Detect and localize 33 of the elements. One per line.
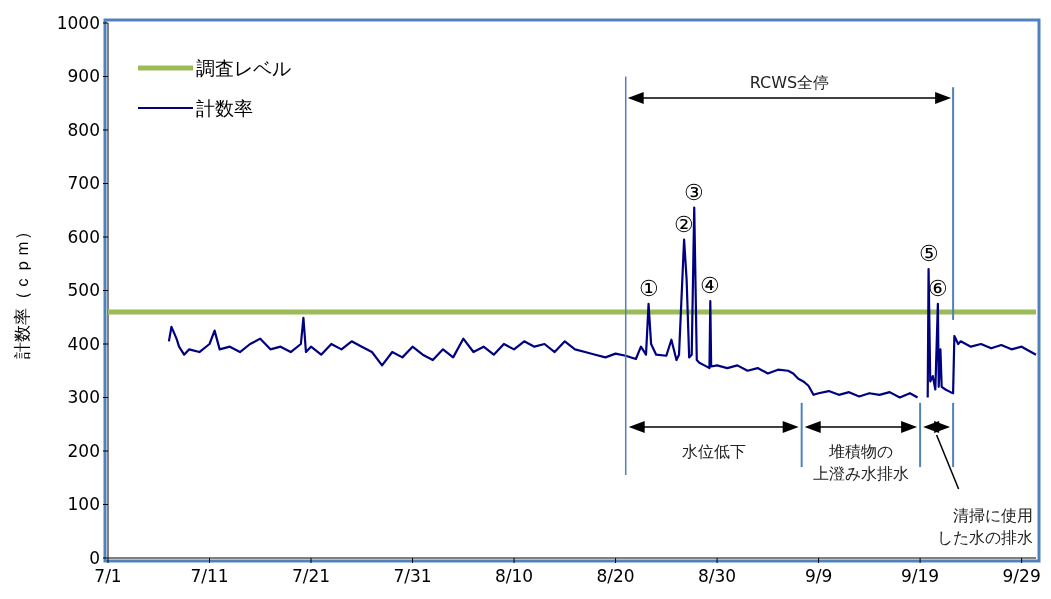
y-tick-label: 900	[67, 66, 100, 87]
annotation: ④	[700, 273, 721, 299]
x-tick-label: 7/21	[291, 566, 331, 586]
x-tick-label: 7/11	[190, 566, 229, 586]
x-tick-label: 8/30	[697, 566, 737, 586]
y-tick-label: 700	[67, 173, 100, 194]
y-tick-label: 100	[67, 494, 100, 515]
annotation: ⑤	[918, 241, 939, 267]
y-tick-label: 200	[67, 440, 100, 461]
y-axis-title: 計数率（ｃｐｍ）	[12, 222, 32, 359]
legend-label: 調査レベル	[196, 56, 291, 79]
y-tick-label: 0	[89, 547, 100, 568]
annotation: 水位低下	[681, 441, 746, 461]
x-tick-label: 8/10	[494, 566, 534, 586]
x-tick-label: 9/9	[804, 566, 833, 586]
annotation: 堆積物の上澄み水排水	[812, 441, 909, 483]
y-tick-label: 1000	[56, 12, 100, 33]
legend-label: 計数率	[196, 96, 253, 119]
y-tick-label: 600	[67, 226, 100, 247]
y-tick-label: 400	[67, 333, 100, 354]
annotation: ②	[674, 211, 695, 237]
y-tick-label: 500	[67, 280, 100, 301]
x-tick-label: 9/19	[901, 566, 940, 586]
x-tick-label: 7/31	[393, 566, 432, 586]
annotation: RCWS全停	[749, 72, 830, 92]
x-tick-label: 7/1	[94, 566, 122, 586]
y-tick-label: 300	[67, 387, 100, 408]
x-tick-label: 8/20	[596, 566, 635, 586]
y-tick-label: 800	[67, 119, 100, 140]
annotation: 清掃に使用した水の排水	[937, 505, 1033, 547]
annotation: ③	[684, 179, 705, 205]
annotation: ①	[638, 275, 659, 301]
x-tick-label: 9/29	[1002, 566, 1041, 586]
